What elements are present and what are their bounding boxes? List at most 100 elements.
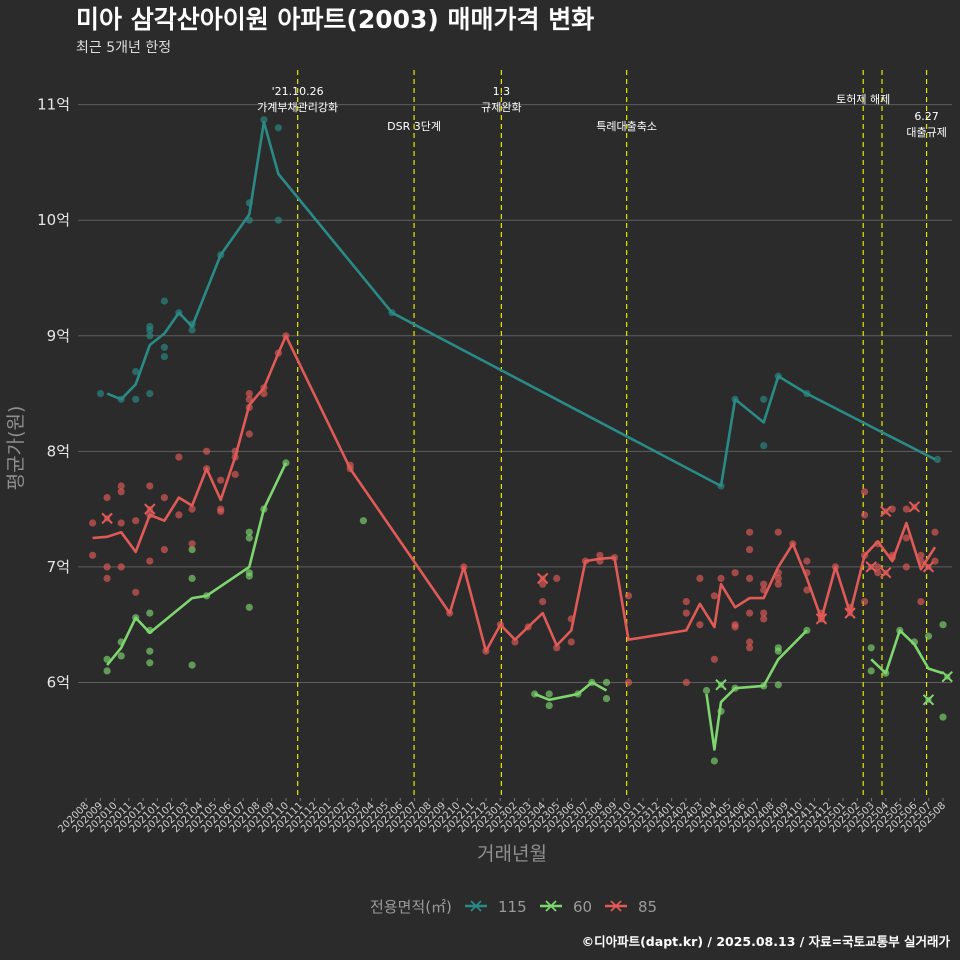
- cancelled-point: [146, 505, 154, 513]
- data-point-85: [132, 588, 140, 596]
- cancelled-point: [539, 575, 546, 582]
- cancelled-point: [944, 673, 951, 680]
- data-point-85: [245, 430, 253, 438]
- data-point-60: [910, 638, 919, 646]
- data-point-85: [581, 557, 590, 565]
- data-point-85: [774, 580, 782, 588]
- data-point-60: [545, 702, 553, 710]
- legend-x: [610, 900, 622, 912]
- event-label: 특례대출축소: [596, 120, 657, 133]
- data-point-85: [282, 332, 290, 340]
- data-point-85: [902, 505, 911, 513]
- data-point-85: [175, 511, 183, 519]
- data-point-85: [175, 453, 183, 461]
- data-point-85: [103, 563, 111, 571]
- data-point-85: [624, 678, 633, 687]
- event-label: 6.27: [914, 110, 939, 123]
- gridlines: [78, 104, 952, 683]
- data-point-85: [146, 482, 154, 490]
- data-point-85: [567, 638, 575, 646]
- data-point-85: [888, 554, 896, 562]
- data-point-85: [231, 447, 239, 455]
- y-axis-label: 평균가(원): [5, 406, 27, 491]
- data-point-60: [588, 678, 596, 687]
- data-point-115: [188, 326, 196, 334]
- data-point-85: [539, 580, 547, 588]
- cancelled-mark-85: [815, 613, 828, 625]
- legend-x: [545, 900, 557, 912]
- legend-x: [470, 900, 482, 912]
- cancelled-point: [925, 563, 932, 571]
- x-axis-label: 거래년월: [477, 843, 547, 865]
- legend-item-115: 115: [465, 898, 527, 916]
- data-point-115: [803, 390, 811, 398]
- data-point-85: [817, 609, 826, 617]
- data-point-85: [260, 390, 268, 398]
- data-point-115: [96, 390, 105, 398]
- data-point-85: [746, 528, 754, 536]
- data-point-85: [132, 517, 140, 525]
- legend-item-60: 60: [540, 898, 592, 916]
- data-point-85: [217, 476, 225, 484]
- data-point-85: [731, 569, 739, 577]
- data-point-60: [939, 621, 947, 629]
- cancelled-mark-60: [941, 670, 953, 683]
- data-point-85: [710, 655, 719, 663]
- data-point-85: [746, 609, 754, 617]
- data-point-60: [531, 690, 539, 698]
- series-line-60: [534, 681, 608, 702]
- data-point-115: [160, 343, 168, 351]
- data-point-115: [245, 199, 253, 207]
- data-point-85: [731, 623, 739, 631]
- data-point-60: [774, 647, 782, 655]
- data-point-60: [146, 647, 154, 655]
- legend-label: 60: [573, 898, 592, 916]
- cancelled-point: [846, 609, 854, 617]
- event-label: 가계부채관리강화: [257, 101, 338, 114]
- data-point-85: [160, 546, 168, 554]
- cancelled-point: [925, 696, 932, 703]
- data-point-115: [188, 320, 196, 328]
- cancelled-mark-85: [908, 501, 921, 513]
- cancelled-mark-85: [880, 566, 892, 579]
- data-point-85: [260, 384, 268, 392]
- y-tick-label: 11억: [37, 96, 70, 114]
- data-point-115: [717, 482, 725, 490]
- cancelled-point: [818, 615, 825, 623]
- data-point-85: [89, 519, 97, 527]
- data-point-85: [746, 546, 754, 554]
- data-point-85: [917, 551, 925, 559]
- data-point-85: [203, 465, 211, 473]
- data-point-85: [861, 488, 869, 496]
- data-point-85: [103, 574, 111, 583]
- cancelled-mark-85: [144, 503, 156, 515]
- data-point-60: [260, 505, 268, 513]
- data-point-85: [460, 563, 468, 571]
- data-point-85: [760, 609, 768, 617]
- x-axis-ticks: 2020082020092020102020112020122021012021…: [56, 798, 948, 835]
- y-tick-label: 10억: [37, 211, 70, 229]
- data-point-85: [902, 563, 911, 571]
- data-point-85: [874, 540, 882, 548]
- data-point-85: [117, 519, 125, 527]
- cancelled-mark-85: [844, 607, 856, 619]
- data-point-85: [774, 569, 782, 577]
- data-point-60: [867, 644, 875, 652]
- data-point-85: [446, 609, 454, 617]
- cancelled-point: [911, 503, 918, 510]
- event-label: 토허제 해제: [836, 92, 890, 106]
- data-point-60: [146, 609, 154, 617]
- event-label: DSR 3단계: [387, 120, 441, 133]
- data-point-115: [175, 309, 183, 317]
- data-point-85: [524, 623, 532, 631]
- data-point-85: [789, 540, 797, 548]
- data-point-115: [132, 368, 140, 376]
- series-line-60: [106, 462, 288, 666]
- data-point-85: [760, 615, 768, 623]
- data-point-115: [933, 455, 942, 463]
- event-label: 1.3: [493, 85, 511, 98]
- legend: 전용면적(㎡) 115 60 85: [370, 898, 657, 916]
- data-point-60: [117, 652, 125, 660]
- data-point-60: [132, 614, 140, 622]
